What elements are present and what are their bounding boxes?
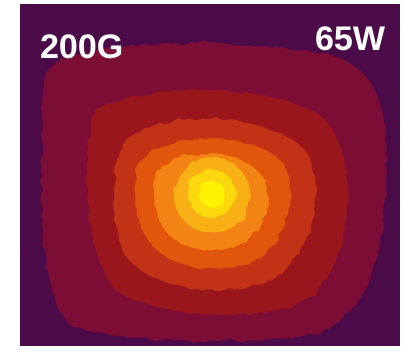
- thermal-image: 200G 65W: [0, 0, 405, 352]
- field-label: 200G: [40, 28, 123, 66]
- heat-map: [42, 43, 387, 341]
- heat-zone: [199, 181, 225, 207]
- power-label: 65W: [315, 20, 386, 58]
